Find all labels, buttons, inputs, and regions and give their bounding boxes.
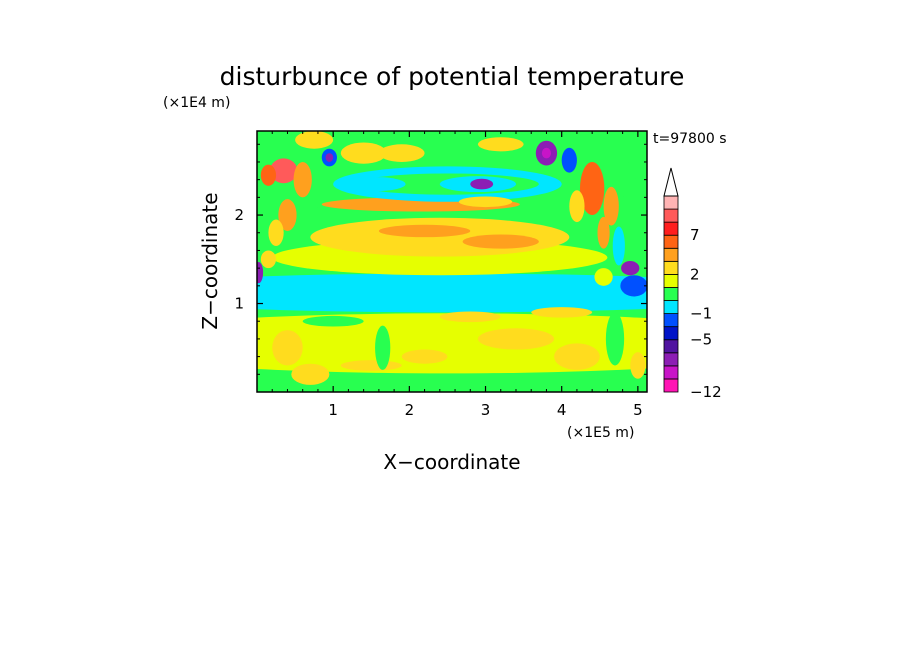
x-tick-label: 2 <box>405 401 415 419</box>
field-region <box>597 216 610 249</box>
field-region <box>378 144 425 162</box>
field-region <box>569 190 585 223</box>
colorbar-label: 7 <box>690 226 700 244</box>
field-region <box>603 186 619 226</box>
colorbar-label: −5 <box>690 331 712 349</box>
field-region <box>617 161 636 198</box>
field-region <box>531 307 593 318</box>
field-region <box>458 196 513 208</box>
colorbar-swatch <box>663 234 679 249</box>
plot-area <box>256 130 648 393</box>
field-region <box>325 153 334 162</box>
x-tick-label: 1 <box>328 401 338 419</box>
field-region <box>278 199 297 231</box>
colorbar-extend-arrow <box>663 167 679 197</box>
colorbar-label: 2 <box>690 265 700 283</box>
colorbar: −12−5−127 <box>663 167 722 401</box>
field-region <box>605 312 625 366</box>
x-axis-title: X−coordinate <box>383 450 520 474</box>
plot-frame <box>256 130 648 393</box>
field-region <box>257 273 647 313</box>
field-region <box>462 373 524 385</box>
field-region <box>375 325 391 370</box>
y-unit-label: (×1E4 m) <box>163 95 230 111</box>
colorbar-swatch <box>663 313 679 328</box>
field-region <box>293 161 312 198</box>
field-region <box>477 137 524 152</box>
colorbar-swatch <box>663 208 679 223</box>
field-region <box>378 224 471 238</box>
field-region <box>269 158 298 184</box>
colorbar-swatch <box>663 365 679 380</box>
colorbar-swatch <box>663 378 679 393</box>
field-region <box>257 261 264 284</box>
field-region <box>579 161 605 216</box>
field-region <box>554 343 600 370</box>
colorbar-label: −12 <box>690 383 722 401</box>
field-region <box>612 226 625 266</box>
colorbar-swatch <box>663 352 679 367</box>
field-region <box>470 178 494 190</box>
x-tick-label: 4 <box>557 401 567 419</box>
temperature-field <box>257 131 647 385</box>
field-region <box>272 330 303 366</box>
colorbar-swatch <box>663 221 679 236</box>
field-region <box>295 131 334 149</box>
colorbar-swatch <box>663 326 679 341</box>
y-tick-label: 2 <box>234 206 244 224</box>
field-region <box>257 313 647 374</box>
x-tick-label: 3 <box>481 401 491 419</box>
colorbar-swatch <box>663 195 679 210</box>
y-axis-ticks: 12 <box>234 143 647 375</box>
time-label: t=97800 s <box>653 131 727 147</box>
chart-title: disturbunce of potential temperature <box>220 62 685 91</box>
colorbar-swatch <box>663 260 679 275</box>
field-region <box>621 261 640 276</box>
field-region <box>268 219 284 247</box>
colorbar-swatch <box>663 247 679 262</box>
x-tick-label: 5 <box>633 401 643 419</box>
field-region <box>340 360 402 371</box>
x-unit-label: (×1E5 m) <box>567 425 634 441</box>
field-region <box>541 147 552 159</box>
field-region <box>462 234 539 249</box>
field-region <box>630 352 646 379</box>
field-region <box>439 311 501 323</box>
y-tick-label: 1 <box>234 295 244 313</box>
field-region <box>401 349 448 364</box>
y-axis-title: Z−coordinate <box>198 192 222 329</box>
field-region <box>260 164 277 186</box>
field-region <box>302 315 364 327</box>
field-region <box>340 142 387 164</box>
field-region <box>344 177 406 192</box>
field-region <box>477 328 555 350</box>
colorbar-label: −1 <box>690 305 712 323</box>
field-region <box>561 147 577 173</box>
colorbar-swatch <box>663 300 679 314</box>
field-region <box>620 275 647 297</box>
field-region <box>260 250 277 269</box>
colorbar-swatch <box>663 273 679 288</box>
field-region <box>291 363 330 385</box>
colorbar-swatch <box>663 287 679 301</box>
field-region <box>296 206 325 224</box>
colorbar-swatch <box>663 339 679 354</box>
field-region <box>594 268 613 286</box>
x-axis-ticks: 1 2 3 4 5 <box>271 131 643 419</box>
